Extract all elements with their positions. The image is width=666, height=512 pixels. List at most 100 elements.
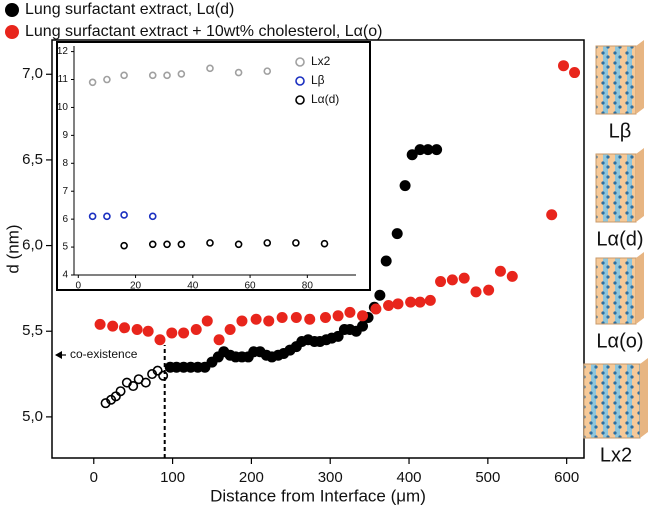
legend-label: Lβ xyxy=(311,73,325,87)
point xyxy=(201,315,213,327)
y-tick-label: 4 xyxy=(62,270,68,281)
point xyxy=(357,310,369,322)
point xyxy=(190,324,202,336)
membrane-side xyxy=(636,252,644,324)
x-tick-label: 80 xyxy=(302,281,314,292)
point xyxy=(163,240,171,249)
plot-frame xyxy=(51,39,585,459)
point xyxy=(405,296,417,308)
membrane-icon xyxy=(595,153,637,223)
point xyxy=(292,239,300,247)
phase-label: Lα(o) xyxy=(596,330,643,352)
point xyxy=(148,212,157,221)
legend-label: Lung surfactant extract + 10wt% choleste… xyxy=(25,23,382,40)
point xyxy=(414,144,426,156)
point xyxy=(319,312,331,324)
point xyxy=(422,144,434,156)
point xyxy=(234,68,243,77)
point xyxy=(458,272,470,284)
membrane-icon xyxy=(595,45,637,115)
point xyxy=(290,312,302,324)
y-tick-label: 12 xyxy=(57,46,69,57)
point xyxy=(414,296,426,308)
point xyxy=(177,240,186,249)
point xyxy=(142,325,154,337)
point xyxy=(94,318,106,330)
point xyxy=(263,67,272,75)
point xyxy=(120,71,128,80)
y-tick-label: 8 xyxy=(62,158,68,169)
x-tick-label: 500 xyxy=(475,469,500,486)
point xyxy=(166,327,178,339)
y-tick-label: 5,0 xyxy=(22,408,43,425)
x-tick-label: 0 xyxy=(90,469,98,486)
point xyxy=(431,144,443,156)
arrow-head xyxy=(55,351,62,359)
point xyxy=(263,239,272,247)
y-tick-label: 5,5 xyxy=(22,322,43,339)
legend-marker xyxy=(295,76,305,86)
point xyxy=(506,270,518,282)
point xyxy=(446,274,458,286)
point xyxy=(158,370,169,381)
point xyxy=(435,276,447,288)
point xyxy=(357,320,369,332)
point xyxy=(131,324,143,336)
membrane-side xyxy=(636,40,644,114)
y-tick-label: 6,5 xyxy=(22,151,43,168)
point xyxy=(103,212,111,221)
phase-label: Lβ xyxy=(609,120,632,142)
point xyxy=(424,294,436,306)
point xyxy=(119,322,131,334)
point xyxy=(120,241,128,250)
y-tick-label: 6 xyxy=(62,214,68,225)
point xyxy=(206,64,214,73)
point xyxy=(370,303,382,315)
y-tick-label: 10 xyxy=(57,102,69,113)
x-axis-label: Distance from Interface (μm) xyxy=(210,486,426,505)
point xyxy=(320,239,329,248)
legend-marker xyxy=(5,3,19,17)
y-tick-label: 6,0 xyxy=(22,237,43,254)
point xyxy=(374,289,386,301)
point xyxy=(494,265,506,277)
phase-label: Lα(d) xyxy=(596,228,643,250)
membrane-side xyxy=(640,358,648,438)
x-tick-label: 40 xyxy=(187,281,199,292)
x-tick-label: 300 xyxy=(318,469,343,486)
point xyxy=(234,240,243,249)
point xyxy=(383,300,395,312)
point xyxy=(178,327,190,339)
point xyxy=(148,71,157,80)
x-tick-label: 600 xyxy=(554,469,579,486)
point xyxy=(148,240,157,249)
x-tick-label: 60 xyxy=(245,281,257,292)
y-tick-label: 5 xyxy=(62,242,68,253)
point xyxy=(250,313,262,325)
point xyxy=(236,315,248,327)
point xyxy=(140,377,151,388)
point xyxy=(344,306,356,318)
point xyxy=(391,228,403,240)
point xyxy=(115,386,126,397)
legend-marker xyxy=(295,57,305,67)
point xyxy=(332,310,344,322)
phase-label: Lx2 xyxy=(600,444,632,466)
legend-label: Lα(d) xyxy=(311,92,339,106)
membrane-icon xyxy=(595,257,637,325)
point xyxy=(304,313,316,325)
point xyxy=(177,70,186,78)
point xyxy=(276,312,288,324)
y-tick-label: 7 xyxy=(62,186,68,197)
membrane-side xyxy=(636,148,644,222)
point xyxy=(163,71,171,80)
x-tick-label: 200 xyxy=(239,469,264,486)
y-tick-label: 9 xyxy=(62,130,68,141)
point xyxy=(569,67,581,79)
point xyxy=(206,239,214,247)
y-axis-label: d (nm) xyxy=(3,224,22,273)
point xyxy=(154,334,166,346)
point xyxy=(546,209,558,221)
point xyxy=(213,334,225,346)
